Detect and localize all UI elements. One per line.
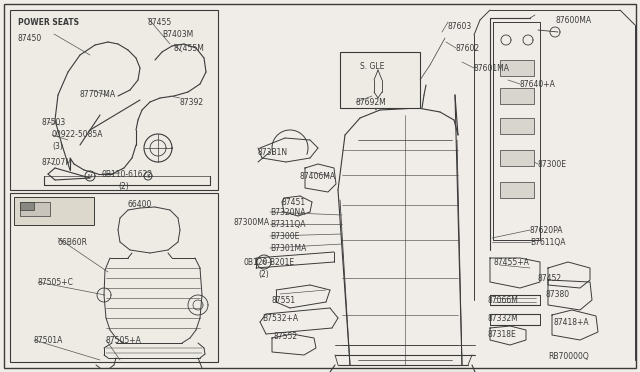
Text: 873B1N: 873B1N <box>258 148 288 157</box>
Text: 87300MA: 87300MA <box>234 218 270 227</box>
Bar <box>10 193 218 362</box>
Text: B7403M: B7403M <box>162 30 193 39</box>
Text: 87505+A: 87505+A <box>106 336 142 345</box>
Text: 87552: 87552 <box>274 332 298 341</box>
Text: 87602: 87602 <box>456 44 480 53</box>
Text: 87455: 87455 <box>148 18 172 27</box>
Text: POWER SEATS: POWER SEATS <box>18 18 79 27</box>
Bar <box>500 118 534 134</box>
Text: B7611QA: B7611QA <box>530 238 566 247</box>
Text: B: B <box>262 260 266 264</box>
Bar <box>500 88 534 104</box>
Text: 87318E: 87318E <box>488 330 516 339</box>
Text: 87692M: 87692M <box>356 98 387 107</box>
Text: 87392: 87392 <box>180 98 204 107</box>
Text: (2): (2) <box>118 182 129 191</box>
Text: S: S <box>147 173 150 179</box>
Text: B7311QA: B7311QA <box>270 220 305 229</box>
Bar <box>10 10 218 190</box>
Bar <box>14 197 94 225</box>
Text: M: M <box>88 173 92 179</box>
Text: 87501A: 87501A <box>34 336 63 345</box>
Text: 87332M: 87332M <box>488 314 519 323</box>
Text: 87601MA: 87601MA <box>474 64 510 73</box>
Text: B7532+A: B7532+A <box>262 314 298 323</box>
Text: 87707M: 87707M <box>42 158 73 167</box>
Text: 87455M: 87455M <box>174 44 205 53</box>
Text: 87450: 87450 <box>18 34 42 43</box>
Text: 87452: 87452 <box>538 274 562 283</box>
Text: 87406MA: 87406MA <box>300 172 336 181</box>
Bar <box>500 150 534 166</box>
Text: (2): (2) <box>258 270 269 279</box>
Text: S. GLE: S. GLE <box>360 62 385 71</box>
Text: 87503: 87503 <box>42 118 67 127</box>
Text: B7300E: B7300E <box>270 232 300 241</box>
Text: 00922-5085A: 00922-5085A <box>52 130 104 139</box>
Text: 87418+A: 87418+A <box>554 318 589 327</box>
Text: B7301MA: B7301MA <box>270 244 307 253</box>
Text: 87380: 87380 <box>546 290 570 299</box>
Bar <box>20 202 34 210</box>
Text: 87066M: 87066M <box>488 296 519 305</box>
Text: 87455+A: 87455+A <box>494 258 530 267</box>
Text: 87640+A: 87640+A <box>520 80 556 89</box>
Text: 87620PA: 87620PA <box>530 226 563 235</box>
Bar <box>500 182 534 198</box>
Text: 66400: 66400 <box>128 200 152 209</box>
Text: 0B110-61622: 0B110-61622 <box>102 170 153 179</box>
Text: 87603: 87603 <box>448 22 472 31</box>
Text: 87451: 87451 <box>282 198 306 207</box>
Bar <box>500 60 534 76</box>
Text: 87551: 87551 <box>272 296 296 305</box>
Text: 87505+C: 87505+C <box>38 278 74 287</box>
Text: B7320NA: B7320NA <box>270 208 305 217</box>
Text: 87707MA: 87707MA <box>80 90 116 99</box>
Text: 87600MA: 87600MA <box>556 16 592 25</box>
Text: (3): (3) <box>52 142 63 151</box>
Text: 87300E: 87300E <box>538 160 567 169</box>
Text: 0B120-B201E: 0B120-B201E <box>244 258 295 267</box>
Bar <box>340 52 420 108</box>
Text: RB70000Q: RB70000Q <box>548 352 589 361</box>
Text: 66B60R: 66B60R <box>58 238 88 247</box>
Bar <box>20 202 50 216</box>
